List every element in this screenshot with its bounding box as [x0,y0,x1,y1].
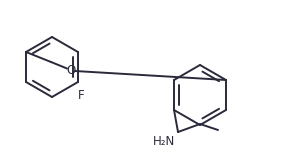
Text: O: O [66,64,76,77]
Text: F: F [78,89,84,102]
Text: H₂N: H₂N [153,135,175,148]
